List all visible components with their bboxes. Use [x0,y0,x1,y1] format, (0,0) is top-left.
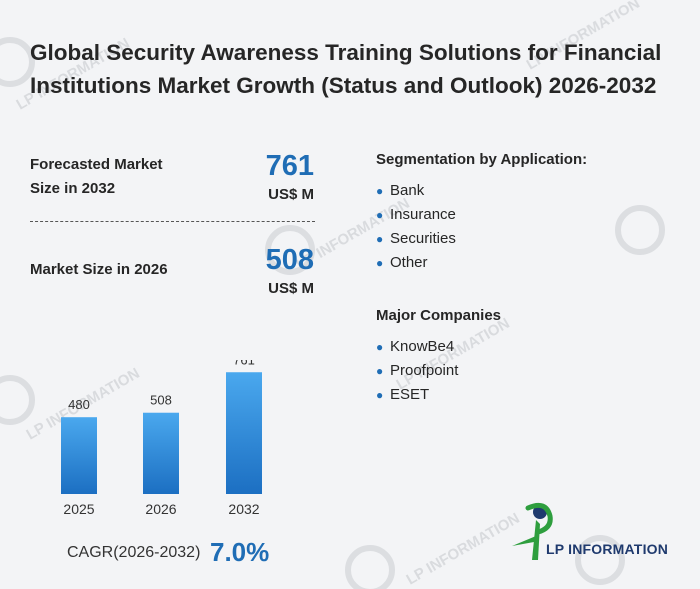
company-label: ESET [390,386,430,403]
data-label-2032: 761 [233,360,255,367]
lp-information-logo [512,502,553,560]
list-item: ● Insurance [376,203,456,227]
current-unit: US$ M [268,280,314,297]
forecast-label-line2: Size in 2032 [30,180,116,197]
forecast-label-line1: Forecasted Market [30,156,163,173]
forecast-unit: US$ M [268,186,314,203]
bullet-icon: ● [376,184,384,198]
page-title: Global Security Awareness Training Solut… [30,40,662,98]
watermark-text: LP INFORMATION [404,510,523,589]
bar-2025 [61,417,97,494]
bar-2032 [226,372,262,494]
list-item: ● Bank [376,179,456,203]
companies-heading: Major Companies [376,307,502,324]
segment-label: Insurance [390,206,456,223]
bullet-icon: ● [376,340,384,354]
tick-label-2032: 2032 [228,501,259,517]
logo-text: LP INFORMATION [546,541,669,557]
market-size-bar-chart: 480 2025 508 2026 761 2032 [61,360,262,517]
bullet-icon: ● [376,208,384,222]
forecast-value: 761 [265,150,314,182]
list-item: ● Proofpoint [376,359,458,383]
list-item: ● Other [376,251,456,275]
company-label: KnowBe4 [390,338,455,355]
bullet-icon: ● [376,232,384,246]
segmentation-heading: Segmentation by Application: [376,151,588,168]
company-label: Proofpoint [390,362,459,379]
bullet-icon: ● [376,256,384,270]
divider [30,221,315,222]
data-label-2025: 480 [68,397,90,412]
forecast-label: Forecasted Market Size in 2032 [30,153,163,201]
segment-label: Securities [390,230,456,247]
companies-list: ● KnowBe4 ● Proofpoint ● ESET [376,335,458,407]
bar-2026 [143,412,179,494]
current-value: 508 [265,244,314,276]
data-label-2026: 508 [150,393,172,408]
list-item: ● Securities [376,227,456,251]
cagr-value: 7.0% [210,537,270,567]
current-label: Market Size in 2026 [30,261,168,278]
bullet-icon: ● [376,364,384,378]
tick-label-2025: 2025 [63,501,94,517]
segment-label: Bank [390,182,425,199]
segment-label: Other [390,254,428,271]
segmentation-list: ● Bank ● Insurance ● Securities ● Other [376,179,456,275]
list-item: ● KnowBe4 [376,335,458,359]
bullet-icon: ● [376,388,384,402]
list-item: ● ESET [376,383,458,407]
tick-label-2026: 2026 [145,501,176,517]
cagr-label: CAGR(2026-2032) [67,544,201,561]
